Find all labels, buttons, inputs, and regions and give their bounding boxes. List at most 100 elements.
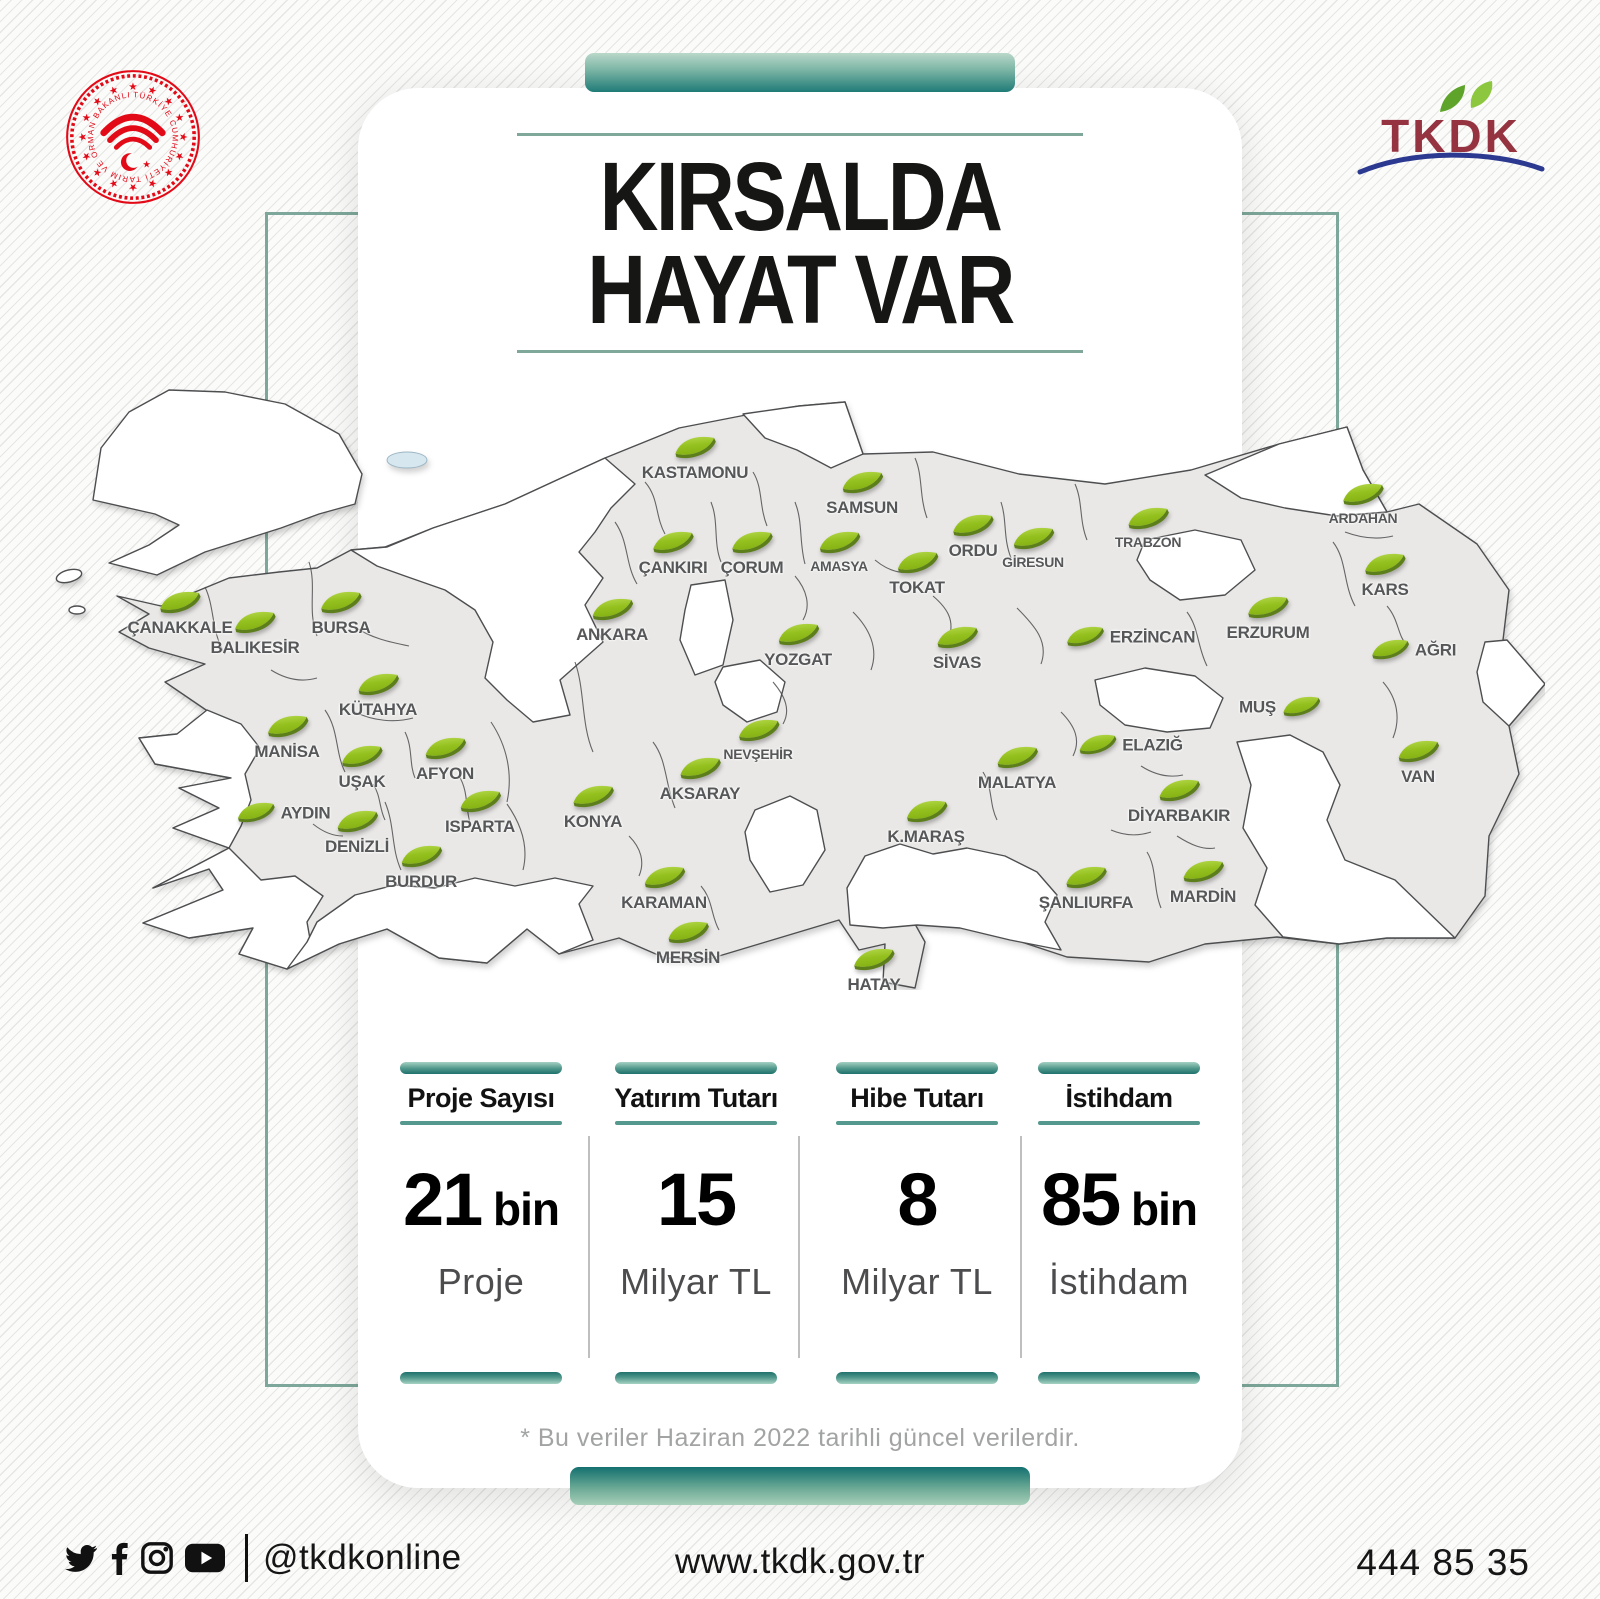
province-label: KÜTAHYA bbox=[338, 700, 418, 719]
stat-pill-top bbox=[615, 1062, 777, 1074]
province-label: ANKARA bbox=[576, 625, 648, 644]
leaf-icon bbox=[1013, 527, 1055, 550]
thrace-landmass bbox=[92, 389, 363, 576]
island bbox=[68, 605, 86, 615]
province-label: BALIKESİR bbox=[210, 638, 300, 657]
leaf-icon bbox=[680, 757, 722, 780]
province-marker: BURDUR bbox=[385, 842, 457, 892]
leaf-icon bbox=[267, 715, 309, 738]
province-marker: K.MARAŞ bbox=[887, 797, 965, 847]
leaf-icon bbox=[732, 531, 774, 554]
leaf-icon bbox=[592, 598, 634, 621]
seal-center-motif bbox=[100, 113, 166, 150]
province-label: ELAZIĞ bbox=[1122, 735, 1183, 754]
province-label: K.MARAŞ bbox=[887, 827, 965, 846]
stat-label: İstihdam bbox=[1065, 1083, 1173, 1113]
facebook-icon[interactable] bbox=[111, 1541, 129, 1575]
province-label: KASTAMONU bbox=[641, 463, 749, 482]
province-marker: KARS bbox=[1362, 550, 1409, 600]
province-label: BURDUR bbox=[385, 872, 457, 891]
province-marker: MARDİN bbox=[1170, 857, 1236, 907]
leaf-icon bbox=[238, 802, 275, 823]
province-label: AYDIN bbox=[280, 803, 331, 822]
website-link[interactable]: www.tkdk.gov.tr bbox=[675, 1542, 925, 1581]
svg-text:★: ★ bbox=[78, 132, 89, 141]
stat-value: 15 bbox=[656, 1158, 737, 1241]
stat-pill-bottom bbox=[1038, 1372, 1200, 1384]
turkey-map-svg bbox=[55, 389, 1545, 989]
svg-text:★: ★ bbox=[146, 176, 159, 190]
stat-pill-top bbox=[836, 1062, 998, 1074]
province-label: DENİZLİ bbox=[324, 837, 390, 856]
stat-divider bbox=[588, 1136, 590, 1358]
province-marker: NEVŞEHİR bbox=[723, 716, 793, 762]
leaf-icon bbox=[1365, 553, 1407, 576]
leaf-icon bbox=[897, 551, 939, 574]
province-marker: TRABZON bbox=[1115, 504, 1181, 550]
province-marker: SAMSUN bbox=[826, 468, 898, 518]
province-marker: AĞRI bbox=[1370, 637, 1456, 664]
tkdk-logo: TKDK bbox=[1357, 81, 1545, 175]
province-label: ARDAHAN bbox=[1328, 510, 1398, 526]
stat-label: Yatırım Tutarı bbox=[614, 1083, 778, 1113]
province-marker: YOZGAT bbox=[764, 620, 832, 670]
province-label: NEVŞEHİR bbox=[723, 746, 793, 762]
stat-unit: Milyar TL bbox=[620, 1261, 772, 1302]
province-label: ÇANKIRI bbox=[638, 558, 708, 577]
stat-pill-bottom bbox=[400, 1372, 562, 1384]
youtube-icon[interactable] bbox=[185, 1543, 225, 1573]
social-handle[interactable]: @tkdkonline bbox=[263, 1538, 462, 1577]
stat-pill-bottom bbox=[615, 1372, 777, 1384]
leaf-icon bbox=[778, 623, 820, 646]
tkdk-swoosh bbox=[1357, 152, 1545, 175]
leaf-icon bbox=[358, 673, 400, 696]
ministry-seal-logo: ★ ★ ★ ★ ★ ★ ★ ★ ★ ★ ★ ★ ★ ★ ★ ★ TÜRKİYE … bbox=[64, 68, 200, 204]
leaf-icon bbox=[819, 531, 861, 554]
stat-column: İstihdam 85 bin İstihdam bbox=[1031, 1062, 1207, 1384]
province-marker: ERZURUM bbox=[1227, 593, 1310, 643]
province-label: AMASYA bbox=[810, 558, 868, 574]
svg-text:★: ★ bbox=[172, 150, 186, 163]
province-label: TRABZON bbox=[1114, 534, 1182, 550]
province-marker: ÇANAKKALE bbox=[128, 588, 233, 638]
province-marker: ISPARTA bbox=[445, 787, 515, 837]
province-marker: MALATYA bbox=[978, 743, 1056, 793]
title-line-2: HAYAT VAR bbox=[587, 235, 1015, 345]
province-label: ERZURUM bbox=[1226, 623, 1310, 642]
svg-text:★: ★ bbox=[128, 181, 137, 192]
province-marker: BALIKESİR bbox=[211, 608, 300, 658]
leaf-icon bbox=[573, 785, 615, 808]
province-borders bbox=[204, 457, 1408, 931]
title-rule-top bbox=[517, 133, 1083, 136]
leaf-icon bbox=[644, 866, 686, 889]
leaf-icon bbox=[321, 591, 363, 614]
stat-value: 8 bbox=[897, 1158, 938, 1241]
province-label: DİYARBAKIR bbox=[1127, 806, 1231, 825]
province-label: TOKAT bbox=[889, 578, 945, 597]
twitter-icon[interactable] bbox=[62, 1542, 100, 1574]
top-accent-bar bbox=[585, 53, 1015, 92]
leaf-icon bbox=[675, 436, 717, 459]
leaf-icon bbox=[337, 810, 379, 833]
province-marker: ERZİNCAN bbox=[1065, 624, 1196, 651]
stat-column: Yatırım Tutarı 15 Milyar TL bbox=[608, 1062, 784, 1384]
footer: @tkdkonline www.tkdk.gov.tr 444 85 35 bbox=[0, 1520, 1600, 1592]
leaf-icon bbox=[953, 514, 995, 537]
svg-text:★: ★ bbox=[128, 82, 137, 93]
instagram-icon[interactable] bbox=[140, 1541, 174, 1575]
province-marker: TOKAT bbox=[889, 548, 945, 598]
leaf-icon bbox=[425, 737, 467, 760]
province-label: HATAY bbox=[847, 975, 901, 994]
province-marker: AKSARAY bbox=[660, 754, 741, 804]
leaf-icon bbox=[1283, 696, 1321, 717]
page-title: KIRSALDA HAYAT VAR bbox=[429, 148, 1172, 345]
province-label: SAMSUN bbox=[826, 498, 898, 517]
stat-underline bbox=[400, 1121, 562, 1125]
turkey-map: ÇANAKKALE BALIKESİR BURSA KÜTAHYA MANİSA UŞAK… bbox=[55, 380, 1545, 994]
svg-text:★: ★ bbox=[108, 176, 121, 190]
province-label: ŞANLIURFA bbox=[1038, 893, 1134, 912]
stat-column: Proje Sayısı 21 bin Proje bbox=[393, 1062, 569, 1384]
stat-value: 21 bin bbox=[402, 1158, 560, 1241]
stat-divider bbox=[1020, 1136, 1022, 1358]
leaf-icon bbox=[1343, 483, 1385, 506]
